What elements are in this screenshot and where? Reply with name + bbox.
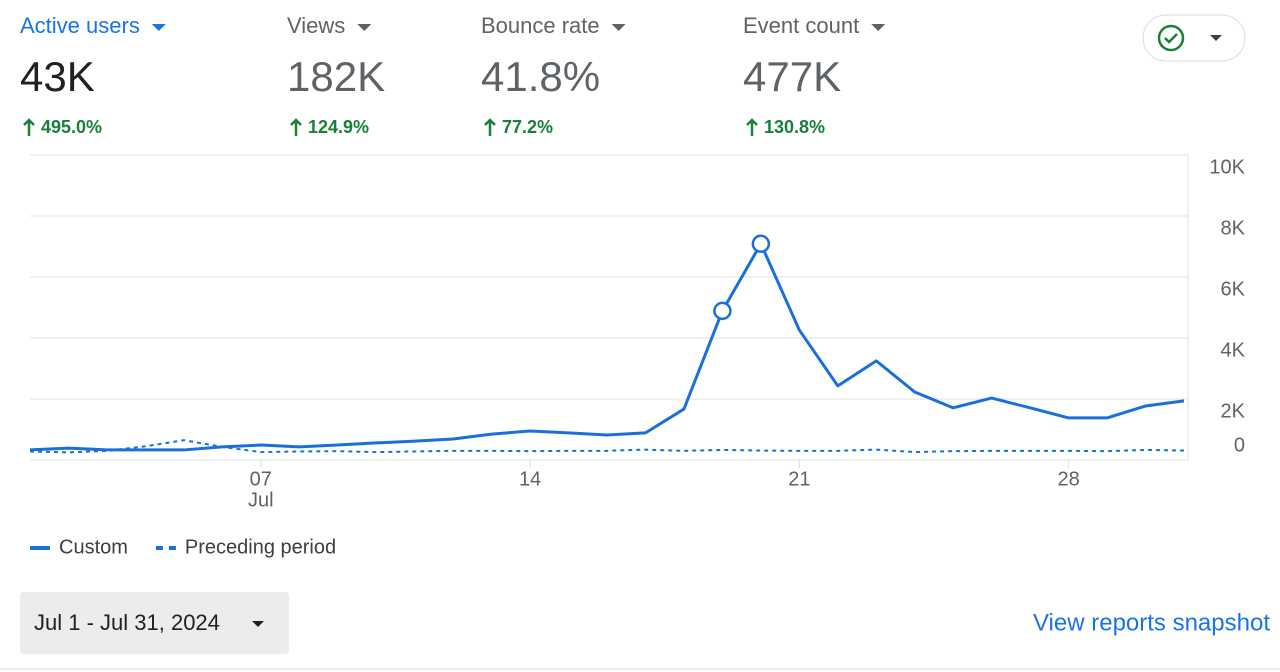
metric-change: 77.2%	[502, 117, 553, 137]
x-tick-label: 07	[250, 468, 272, 490]
check-mark	[1164, 33, 1178, 44]
up-arrow	[290, 118, 302, 136]
metric-value: 41.8%	[481, 53, 600, 100]
hover-point	[713, 301, 732, 321]
caret	[357, 24, 372, 31]
legend-label: Preceding period	[185, 536, 336, 558]
caret	[611, 24, 626, 31]
metric-value: 477K	[743, 53, 841, 100]
metric-value: 182K	[287, 53, 385, 100]
up-arrow	[746, 118, 758, 136]
y-tick-label: 2K	[1221, 400, 1246, 422]
x-tick-label: 28	[1057, 468, 1079, 490]
x-tick-label: 21	[788, 468, 810, 490]
hover-point	[751, 234, 771, 254]
y-tick-label: 4K	[1221, 339, 1246, 361]
metric-label[interactable]: Views	[287, 13, 345, 38]
legend-label: Custom	[59, 536, 128, 558]
date-range: Jul 1 - Jul 31, 2024	[34, 610, 220, 635]
y-tick-label: 6K	[1221, 278, 1246, 300]
caret	[151, 24, 166, 31]
caret	[1210, 35, 1222, 41]
caret	[252, 621, 264, 627]
caret	[871, 24, 886, 31]
up-arrow	[484, 118, 496, 136]
x-tick-label: 14	[519, 468, 541, 490]
y-tick-label: 0	[1234, 434, 1245, 456]
metric-label[interactable]: Bounce rate	[481, 13, 600, 38]
y-tick-label: 8K	[1221, 217, 1246, 239]
snapshot-link[interactable]: View reports snapshot	[1033, 609, 1270, 636]
up-arrow	[23, 118, 35, 136]
y-tick-label: 10K	[1209, 156, 1245, 178]
metric-change: 495.0%	[41, 117, 102, 137]
metric-change: 130.8%	[764, 117, 825, 137]
metric-value: 43K	[20, 53, 95, 100]
metric-label[interactable]: Active users	[20, 13, 140, 38]
metric-change: 124.9%	[308, 117, 369, 137]
date-button[interactable]	[20, 592, 289, 654]
metric-label[interactable]: Event count	[743, 13, 859, 38]
check-icon	[1157, 24, 1185, 52]
series-line	[29, 242, 1185, 452]
x-month-label: Jul	[248, 489, 274, 511]
series-line	[29, 439, 1185, 454]
